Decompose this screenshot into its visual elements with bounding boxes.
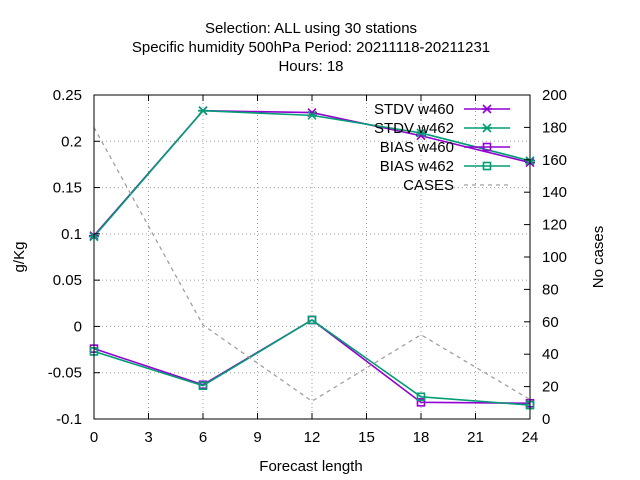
legend-label: CASES — [403, 177, 454, 194]
legend-label: STDV w462 — [374, 120, 454, 137]
series-line-bias-w462 — [93, 318, 531, 406]
data-point-bias-w462 — [198, 381, 208, 390]
legend-marker-stdv-w462 — [482, 123, 492, 133]
data-point-bias-w462 — [416, 392, 426, 402]
x-tick-label: 15 — [358, 429, 375, 446]
y2-tick-label: 100 — [542, 249, 567, 266]
y-tick-label: 0.25 — [53, 87, 82, 104]
x-tick-label: 6 — [199, 429, 207, 446]
y2-tick-label: 160 — [542, 152, 567, 169]
y-tick-label: 0.15 — [53, 180, 82, 197]
x-tick-label: 24 — [522, 429, 539, 446]
chart-title-line-3: Hours: 18 — [278, 58, 343, 75]
y-tick-label: -0.05 — [48, 365, 82, 382]
y2-tick-label: 0 — [542, 411, 550, 428]
x-tick-label: 18 — [413, 429, 430, 446]
x-tick-label: 3 — [144, 429, 152, 446]
y2-tick-label: 60 — [542, 314, 559, 331]
data-point-bias-w462 — [307, 315, 317, 325]
data-point-bias-w460 — [416, 398, 426, 407]
data-point-stdv-w462 — [198, 106, 208, 116]
y2-tick-label: 80 — [542, 281, 559, 298]
series-line-stdv-w462 — [93, 109, 531, 238]
y2-tick-label: 40 — [542, 346, 559, 363]
legend: STDV w460 STDV w462 BIAS w460 BIAS w462 CASE… — [374, 101, 510, 194]
legend-label: BIAS w462 — [380, 158, 454, 175]
y-tick-label: 0.05 — [53, 272, 82, 289]
y-tick-label: 0.2 — [61, 133, 82, 150]
series-line-cases — [93, 127, 531, 402]
plot-series — [89, 106, 535, 410]
y-tick-label: 0.1 — [61, 226, 82, 243]
legend-marker-stdv-w460 — [482, 104, 492, 114]
y-tick-label: 0 — [74, 318, 82, 335]
chart-title-line-1: Selection: ALL using 30 stations — [205, 20, 417, 37]
y2-tick-label: 120 — [542, 217, 567, 234]
series-line-stdv-w460 — [93, 109, 531, 237]
y2-tick-label: 140 — [542, 184, 567, 201]
y-axis-label: g/Kg — [11, 242, 28, 273]
x-tick-label: 21 — [467, 429, 484, 446]
x-tick-label: 9 — [253, 429, 261, 446]
axis-ticks: 0 3 6 9 12 15 18 21 24 -0.1 -0.05 0 0.05 0.1 0.15 0.2 0.… — [48, 87, 567, 446]
x-tick-label: 12 — [304, 429, 321, 446]
y2-tick-label: 180 — [542, 119, 567, 136]
chart-title-line-2: Specific humidity 500hPa Period: 2021111… — [132, 39, 490, 56]
legend-label: BIAS w460 — [380, 139, 454, 156]
y2-tick-label: 200 — [542, 87, 567, 104]
data-point-stdv-w462 — [416, 128, 426, 138]
y-tick-label: -0.1 — [56, 411, 82, 428]
legend-label: STDV w460 — [374, 101, 454, 118]
legend-marker-bias-w460 — [482, 142, 492, 152]
legend-marker-bias-w462 — [482, 161, 492, 171]
series-line-bias-w460 — [93, 318, 531, 405]
data-point-stdv-w462 — [307, 110, 317, 120]
x-axis-label: Forecast length — [259, 458, 362, 475]
y2-tick-label: 20 — [542, 379, 559, 396]
x-tick-label: 0 — [90, 429, 98, 446]
y2-axis-label: No cases — [590, 226, 607, 289]
